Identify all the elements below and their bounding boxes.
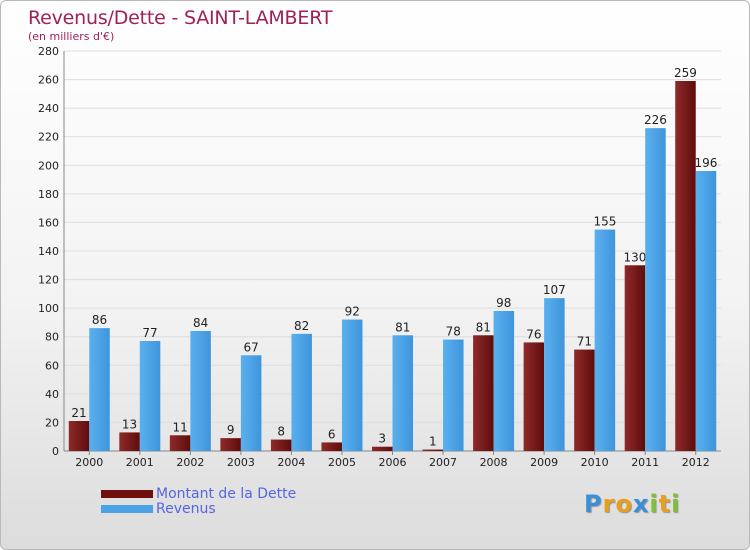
y-tick-label: 120 <box>38 274 59 287</box>
chart-subtitle: (en milliers d'€) <box>28 30 115 43</box>
bar-revenus <box>190 331 211 451</box>
bar-dette <box>220 438 241 451</box>
bar-revenus <box>695 171 717 451</box>
bar-dette <box>422 449 444 451</box>
chart-title: Revenus/Dette - SAINT-LAMBERT <box>28 7 333 29</box>
data-label-dette: 11 <box>172 420 187 434</box>
legend-label-dette: Montant de la Dette <box>156 486 297 502</box>
y-tick-label: 240 <box>38 102 59 115</box>
proxiti-logo: Proxiti <box>584 490 680 518</box>
x-tick-label: 2009 <box>530 456 558 469</box>
legend-label-revenus: Revenus <box>156 501 216 517</box>
y-tick-label: 280 <box>38 45 59 58</box>
bar-revenus <box>291 333 312 451</box>
data-label-revenus: 67 <box>243 340 258 354</box>
y-tick-label: 40 <box>45 388 59 401</box>
logo-letter: t <box>658 490 672 518</box>
data-label-dette: 259 <box>674 66 697 80</box>
data-label-dette: 21 <box>71 406 86 420</box>
y-tick-label: 80 <box>45 331 59 344</box>
y-tick-label: 0 <box>52 445 59 458</box>
y-tick-label: 100 <box>38 302 59 315</box>
bar-dette <box>169 435 191 451</box>
bar-dette <box>119 432 140 451</box>
data-label-dette: 13 <box>122 417 137 431</box>
logo-letter: i <box>649 490 659 518</box>
data-label-dette: 71 <box>577 335 592 349</box>
bar-dette <box>473 335 494 451</box>
data-label-dette: 9 <box>227 423 235 437</box>
bar-dette <box>523 342 545 451</box>
x-tick-label: 2011 <box>631 456 659 469</box>
y-tick-label: 180 <box>38 188 59 201</box>
logo-letter: P <box>584 490 603 518</box>
bar-dette <box>675 81 696 451</box>
data-label-revenus: 82 <box>294 319 309 333</box>
data-label-revenus: 77 <box>142 326 157 340</box>
data-label-revenus: 78 <box>446 325 461 339</box>
data-label-revenus: 84 <box>193 316 208 330</box>
x-tick-label: 2003 <box>227 456 255 469</box>
bar-revenus <box>392 335 413 451</box>
bar-dette <box>321 442 342 451</box>
data-label-revenus: 107 <box>543 283 566 297</box>
x-tick-label: 2002 <box>176 456 204 469</box>
legend-swatch-dette <box>101 490 153 498</box>
x-tick-label: 2006 <box>379 456 407 469</box>
data-label-dette: 130 <box>623 250 646 264</box>
data-label-dette: 8 <box>277 425 285 439</box>
bar-dette <box>624 265 646 451</box>
x-tick-label: 2004 <box>277 456 305 469</box>
x-tick-label: 2001 <box>126 456 154 469</box>
x-tick-label: 2012 <box>682 456 710 469</box>
bar-revenus <box>443 339 464 451</box>
bar-revenus <box>645 128 666 451</box>
bar-revenus <box>594 229 616 451</box>
data-label-revenus: 196 <box>695 156 718 170</box>
data-label-dette: 76 <box>526 327 541 341</box>
data-label-revenus: 92 <box>345 305 360 319</box>
data-label-revenus: 98 <box>496 296 511 310</box>
bar-dette <box>270 439 292 451</box>
bar-revenus <box>240 355 262 451</box>
bar-revenus <box>341 319 363 451</box>
bar-dette <box>68 421 90 451</box>
logo-letter: o <box>615 490 633 518</box>
data-label-revenus: 226 <box>644 113 667 127</box>
x-tick-label: 2008 <box>480 456 508 469</box>
y-tick-label: 60 <box>45 359 59 372</box>
logo-letter: x <box>632 490 650 518</box>
y-tick-label: 160 <box>38 216 59 229</box>
y-tick-label: 220 <box>38 131 59 144</box>
bar-revenus <box>139 341 161 451</box>
bar-revenus <box>89 328 110 451</box>
data-label-dette: 81 <box>476 320 491 334</box>
logo-letter: r <box>602 490 616 518</box>
data-label-revenus: 86 <box>92 313 107 327</box>
data-label-dette: 6 <box>328 427 336 441</box>
data-label-dette: 1 <box>429 435 437 449</box>
bar-revenus <box>493 311 515 451</box>
y-tick-label: 140 <box>38 245 59 258</box>
x-tick-label: 2010 <box>581 456 609 469</box>
logo-letter: i <box>671 490 681 518</box>
bar-dette <box>372 446 393 451</box>
x-tick-label: 2005 <box>328 456 356 469</box>
data-label-dette: 3 <box>378 432 386 446</box>
y-tick-label: 260 <box>38 74 59 87</box>
data-label-revenus: 81 <box>395 320 410 334</box>
x-tick-label: 2007 <box>429 456 457 469</box>
bar-revenus <box>544 298 565 451</box>
legend-swatch-revenus <box>101 505 153 513</box>
y-tick-label: 200 <box>38 159 59 172</box>
y-tick-label: 20 <box>45 416 59 429</box>
x-tick-label: 2000 <box>75 456 103 469</box>
bar-dette <box>574 349 595 451</box>
data-label-revenus: 155 <box>593 215 616 229</box>
